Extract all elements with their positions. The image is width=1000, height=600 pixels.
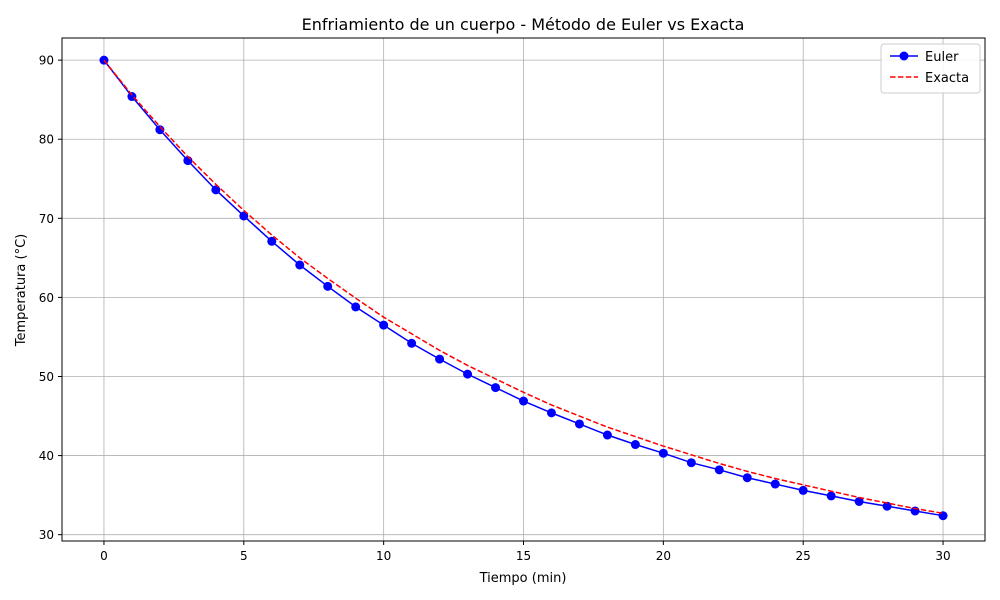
series-euler-point (379, 320, 389, 330)
series-euler-point (574, 419, 584, 429)
series-euler-point (602, 430, 612, 440)
series-euler-point (546, 408, 556, 418)
legend-euler-label: Euler (925, 50, 959, 65)
series-euler-point (714, 465, 724, 475)
x-tick-label: 30 (935, 549, 950, 563)
series-euler-point (463, 369, 473, 379)
x-tick-label: 20 (656, 549, 671, 563)
series-euler-point (155, 125, 165, 135)
series-euler-point (882, 501, 892, 511)
series-euler-point (267, 236, 277, 246)
y-tick-label: 80 (39, 133, 54, 147)
series-exacta-line (103, 59, 944, 515)
legend-euler-marker (899, 51, 909, 61)
y-tick-label: 90 (39, 54, 54, 68)
series-euler-point (491, 383, 501, 393)
x-axis-ticks: 0 5 10 15 20 25 30 (100, 541, 951, 563)
series-euler-point (686, 458, 696, 468)
y-axis-ticks: 30 40 50 60 70 80 90 (39, 54, 62, 542)
series-euler-point (407, 338, 417, 348)
series-euler-point (910, 506, 920, 516)
y-tick-label: 30 (39, 528, 54, 542)
series-euler-point (351, 302, 361, 312)
series-euler-point (127, 92, 137, 102)
series-euler-point (435, 354, 445, 364)
y-tick-label: 70 (39, 212, 54, 226)
series-euler-point (295, 260, 305, 270)
x-tick-label: 25 (796, 549, 811, 563)
x-tick-label: 15 (516, 549, 531, 563)
grid (62, 38, 985, 541)
legend-exacta-label: Exacta (925, 71, 969, 86)
series-layer (99, 55, 948, 521)
x-axis-label: Tiempo (min) (479, 571, 567, 586)
series-euler-point (630, 440, 640, 450)
series-euler-point (826, 491, 836, 501)
series-euler-point (658, 448, 668, 458)
series-euler-point (770, 479, 780, 489)
x-tick-label: 0 (100, 549, 108, 563)
series-euler-point (239, 211, 249, 221)
x-tick-label: 10 (376, 549, 391, 563)
series-euler-point (854, 496, 864, 506)
legend: Euler Exacta (880, 43, 981, 94)
series-euler-point (211, 185, 221, 195)
chart-title: Enfriamiento de un cuerpo - Método de Eu… (302, 15, 745, 34)
series-euler-point (798, 485, 808, 495)
x-tick-label: 5 (240, 549, 248, 563)
series-euler-point (742, 473, 752, 483)
series-euler-point (323, 281, 333, 291)
y-axis-label: Temperatura (°C) (14, 234, 29, 347)
series-euler-point (519, 396, 528, 406)
y-tick-label: 50 (39, 370, 54, 384)
y-tick-label: 60 (39, 291, 54, 305)
y-tick-label: 40 (39, 449, 54, 463)
